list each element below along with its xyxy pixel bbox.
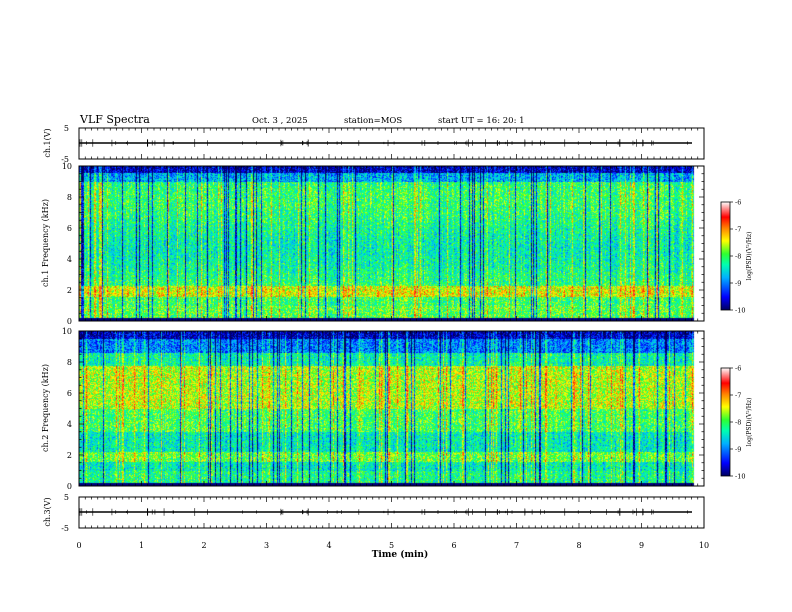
colorbar-tick-label: -7	[735, 226, 741, 234]
x-tick-label: 7	[514, 541, 519, 550]
colorbar-tick-label: -7	[735, 392, 741, 400]
ch2-colorbar-label: log(PSD)(V²/Hz)	[746, 398, 753, 447]
ch1-colorbar	[720, 201, 731, 311]
figure-title: VLF Spectra	[79, 113, 150, 126]
ch1-spectrogram-yticks: 0 2 4 6 8 10	[62, 162, 704, 326]
x-tick-label: 9	[639, 541, 644, 550]
y-tick-label: 10	[62, 162, 72, 171]
colorbar-tick-label: -8	[735, 419, 741, 427]
ch2-spectrogram-yticks: 0 2 4 6 8 10	[62, 327, 704, 491]
ch1-spectrogram-panel: ch.1 Frequency (kHz) 0 2 4 6 8 10 -6 -7 -8 -9 -10…	[41, 162, 753, 326]
ch2-spectrogram-ylabel: ch.2 Frequency (kHz)	[41, 364, 50, 452]
y-tick-label: 10	[62, 327, 72, 336]
ch2-spectrogram-panel: ch.2 Frequency (kHz) 0 2 4 6 8 10 -6 -7 -8 -9 -10…	[41, 327, 753, 491]
colorbar-tick-label: -8	[735, 253, 741, 261]
x-tick-label: 4	[326, 541, 331, 550]
ch1-waveform-panel: ch.1(V) 5 -5	[43, 124, 705, 164]
ch3-wave-ytick-bottom: -5	[61, 524, 69, 533]
y-tick-label: 6	[67, 224, 72, 233]
x-tick-label: 3	[264, 541, 269, 550]
ch2-colorbar	[720, 367, 731, 477]
y-tick-label: 8	[67, 358, 72, 367]
ch1-wave-ytick-top: 5	[64, 124, 69, 133]
ch1-spectrogram-image	[79, 166, 704, 321]
colorbar-tick-label: -6	[735, 365, 741, 373]
ch2-spectrogram-image	[79, 331, 704, 486]
colorbar-tick-label: -9	[735, 446, 741, 454]
ch1-colorbar-ticks: -6 -7 -8 -9 -10	[730, 199, 745, 315]
x-tick-label: 8	[576, 541, 581, 550]
colorbar-tick-label: -6	[735, 199, 741, 207]
x-tick-label: 10	[699, 541, 709, 550]
ch1-waveform-ylabel: ch.1(V)	[43, 128, 52, 157]
ch1-colorbar-label: log(PSD)(V²/Hz)	[746, 232, 753, 281]
x-tick-label: 0	[76, 541, 81, 550]
y-tick-label: 8	[67, 193, 72, 202]
ch3-wave-ytick-top: 5	[64, 493, 69, 502]
y-tick-label: 2	[67, 286, 72, 295]
ch1-wave-ytick-bottom: -5	[61, 155, 69, 164]
ch3-waveform-spikes	[79, 508, 688, 516]
y-tick-label: 4	[67, 255, 72, 264]
x-tick-label: 2	[201, 541, 206, 550]
time-axis-ticks: 0 1 2 3 4 5 6 7 8 9 10	[76, 128, 709, 550]
y-tick-label: 6	[67, 389, 72, 398]
x-tick-label: 5	[389, 541, 394, 550]
time-axis-label: Time (min)	[372, 549, 429, 560]
station-label: station=MOS	[344, 116, 402, 126]
ch1-waveform-spikes	[79, 139, 688, 147]
ch3-waveform-panel: ch.3(V) 5 -5	[43, 493, 705, 533]
y-tick-label: 0	[67, 482, 72, 491]
y-tick-label: 4	[67, 420, 72, 429]
ch1-spectrogram-ylabel-channel: ch.1 Frequency (kHz)	[41, 199, 50, 287]
start-ut-label: start UT = 16: 20: 1	[438, 116, 525, 126]
x-tick-label: 6	[451, 541, 456, 550]
colorbar-tick-label: -10	[735, 307, 745, 315]
y-tick-label: 0	[67, 317, 72, 326]
y-tick-label: 2	[67, 451, 72, 460]
ch3-waveform-ylabel: ch.3(V)	[43, 497, 52, 526]
date-label: Oct. 3 , 2025	[252, 116, 308, 126]
ch2-colorbar-ticks: -6 -7 -8 -9 -10	[730, 365, 745, 481]
colorbar-tick-label: -10	[735, 473, 745, 481]
x-tick-label: 1	[139, 541, 144, 550]
colorbar-tick-label: -9	[735, 280, 741, 288]
